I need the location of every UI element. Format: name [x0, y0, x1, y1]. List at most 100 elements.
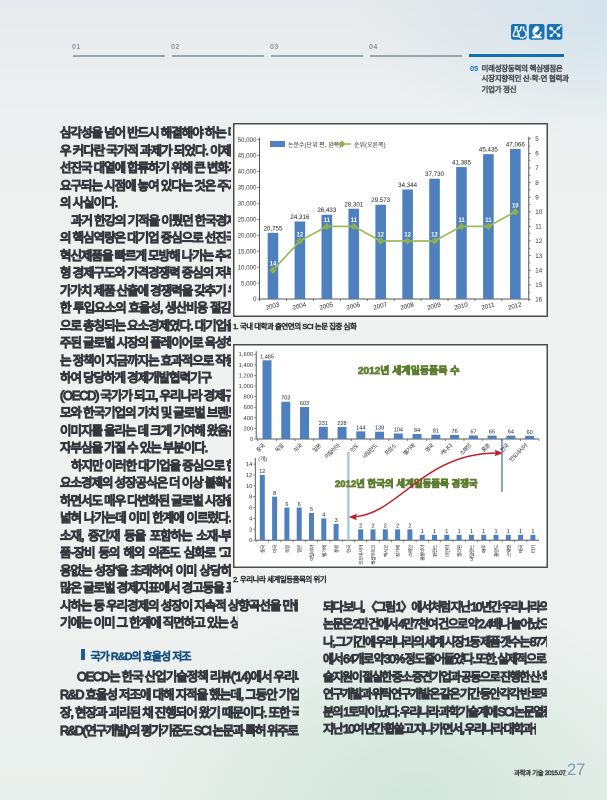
svg-text:2007: 2007 [373, 301, 389, 311]
svg-text:600: 600 [244, 405, 254, 411]
svg-text:11: 11 [485, 218, 492, 224]
svg-text:1,485: 1,485 [260, 354, 274, 360]
svg-text:4: 4 [249, 516, 253, 522]
svg-text:15: 15 [535, 282, 542, 289]
svg-text:스웨덴: 스웨덴 [505, 544, 512, 557]
svg-text:벨기에: 벨기에 [321, 545, 328, 557]
svg-text:228: 228 [337, 421, 346, 427]
svg-text:6: 6 [285, 502, 288, 508]
svg-text:11: 11 [324, 218, 331, 224]
svg-text:12: 12 [246, 473, 252, 479]
svg-text:12: 12 [535, 238, 542, 245]
svg-text:81: 81 [433, 429, 439, 435]
svg-text:1: 1 [458, 529, 461, 535]
svg-text:11: 11 [458, 218, 465, 224]
svg-text:1,400: 1,400 [239, 363, 254, 369]
svg-text:중국: 중국 [260, 544, 266, 553]
svg-text:1: 1 [470, 529, 473, 535]
svg-text:독일: 독일 [284, 545, 291, 553]
svg-text:3: 3 [335, 518, 338, 524]
svg-text:41,385: 41,385 [452, 160, 471, 167]
svg-text:폴란드: 폴란드 [493, 544, 500, 557]
svg-text:2011: 2011 [481, 301, 496, 311]
svg-text:9: 9 [535, 194, 539, 201]
svg-text:순위(오른쪽): 순위(오른쪽) [354, 141, 386, 149]
svg-text:5: 5 [535, 136, 539, 143]
svg-text:45,435: 45,435 [479, 147, 498, 154]
svg-text:5,000: 5,000 [241, 280, 257, 287]
svg-text:0: 0 [249, 538, 252, 544]
svg-text:6: 6 [249, 506, 252, 512]
svg-text:페루: 페루 [481, 544, 488, 553]
svg-text:이탈리아: 이탈리아 [309, 544, 316, 561]
svg-text:50,000: 50,000 [238, 137, 257, 144]
svg-text:터키: 터키 [530, 545, 537, 553]
svg-text:28,301: 28,301 [344, 201, 363, 208]
svg-text:11: 11 [535, 224, 542, 231]
svg-text:1: 1 [421, 529, 424, 535]
svg-text:스페인: 스페인 [407, 545, 414, 557]
svg-text:2010: 2010 [454, 301, 470, 311]
svg-text:콜롬비아: 콜롬비아 [419, 544, 426, 561]
svg-text:400: 400 [244, 416, 254, 422]
svg-text:2: 2 [396, 524, 399, 530]
svg-text:703: 703 [281, 396, 290, 402]
svg-text:2: 2 [359, 524, 362, 530]
svg-text:논문수(단위:편, 왼쪽): 논문수(단위:편, 왼쪽) [288, 141, 341, 149]
svg-text:멕시코: 멕시코 [382, 544, 389, 557]
svg-text:12: 12 [377, 233, 384, 239]
svg-text:1,600: 1,600 [239, 352, 254, 358]
svg-text:2012년 한국의 세계일등품목 경쟁국: 2012년 한국의 세계일등품목 경쟁국 [335, 478, 478, 490]
svg-text:10,000: 10,000 [238, 264, 257, 271]
svg-text:603: 603 [300, 401, 309, 407]
svg-text:태국: 태국 [518, 544, 525, 553]
svg-text:35,000: 35,000 [238, 185, 257, 192]
svg-text:26,433: 26,433 [317, 207, 336, 214]
svg-text:핀란드: 핀란드 [432, 544, 439, 557]
svg-text:2: 2 [384, 524, 387, 530]
svg-text:14: 14 [246, 462, 253, 468]
svg-text:64: 64 [508, 430, 514, 436]
svg-text:장기에: 장기에 [395, 545, 402, 557]
svg-text:37,730: 37,730 [425, 171, 444, 178]
svg-text:76: 76 [452, 429, 458, 435]
svg-text:1: 1 [531, 529, 534, 535]
svg-text:14: 14 [535, 267, 542, 274]
svg-text:중국: 중국 [255, 442, 267, 454]
svg-text:2005: 2005 [319, 301, 335, 311]
svg-text:6: 6 [298, 502, 301, 508]
svg-text:12: 12 [404, 233, 411, 239]
svg-text:룩셈부르크: 룩셈부르크 [370, 544, 377, 565]
svg-text:8: 8 [273, 491, 276, 497]
svg-text:12: 12 [297, 233, 304, 239]
svg-text:60: 60 [527, 430, 533, 436]
svg-text:5: 5 [310, 507, 313, 513]
svg-text:미얀마: 미얀마 [444, 544, 451, 557]
svg-text:10: 10 [246, 484, 252, 490]
svg-text:인도네시아: 인도네시아 [358, 544, 365, 565]
svg-text:0: 0 [253, 296, 257, 303]
svg-text:138: 138 [375, 426, 384, 432]
svg-text:10: 10 [512, 203, 519, 209]
svg-text:1: 1 [482, 529, 485, 535]
svg-text:94: 94 [414, 428, 420, 434]
svg-text:미국: 미국 [272, 544, 279, 553]
svg-text:2012년 세계일등품목 수: 2012년 세계일등품목 수 [358, 364, 459, 377]
svg-text:15,000: 15,000 [238, 248, 257, 255]
svg-text:8: 8 [535, 180, 539, 187]
svg-text:2: 2 [249, 527, 252, 533]
svg-text:231: 231 [319, 421, 328, 427]
svg-text:2003: 2003 [265, 301, 281, 311]
svg-text:0: 0 [250, 437, 253, 443]
svg-text:47,066: 47,066 [506, 141, 525, 148]
svg-text:20,755: 20,755 [263, 225, 282, 232]
svg-text:1: 1 [445, 529, 448, 535]
svg-text:45,000: 45,000 [238, 153, 257, 160]
svg-text:11: 11 [351, 218, 358, 224]
svg-text:2009: 2009 [427, 301, 443, 311]
svg-text:14: 14 [270, 262, 277, 268]
svg-text:1,200: 1,200 [239, 373, 254, 379]
svg-text:필리핀: 필리핀 [456, 545, 463, 557]
svg-text:8: 8 [249, 495, 252, 501]
svg-text:65: 65 [489, 430, 495, 436]
